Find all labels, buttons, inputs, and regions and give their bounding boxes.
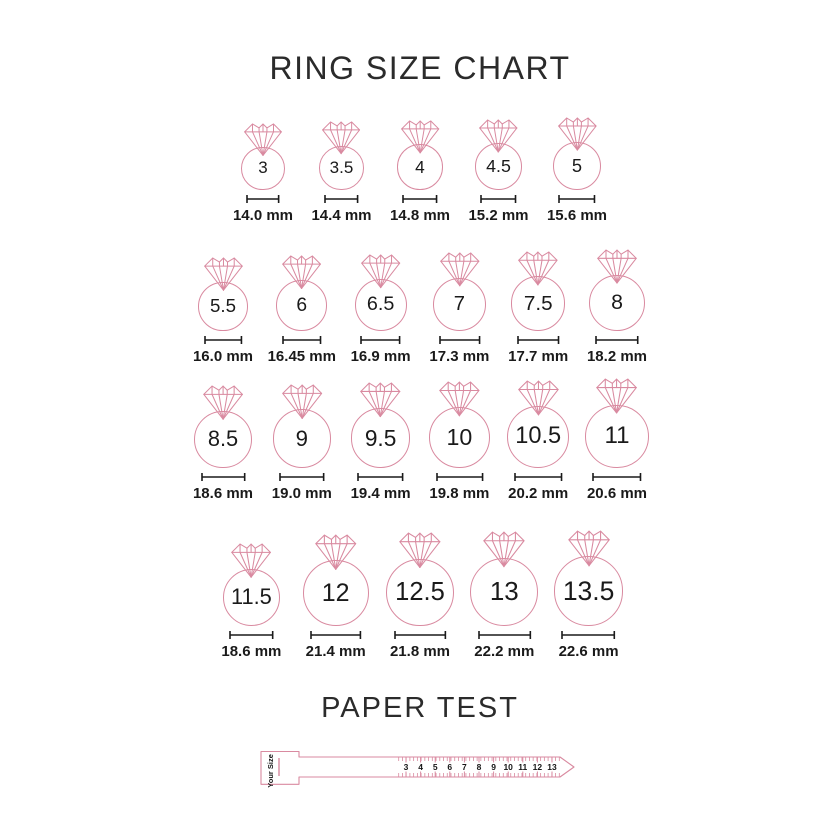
svg-text:3: 3: [404, 762, 409, 772]
svg-text:7: 7: [462, 762, 467, 772]
svg-text:6: 6: [447, 762, 452, 772]
svg-text:5: 5: [433, 762, 438, 772]
svg-text:Your Size: Your Size: [266, 754, 275, 788]
svg-text:9: 9: [491, 762, 496, 772]
svg-text:8: 8: [477, 762, 482, 772]
svg-text:4: 4: [418, 762, 423, 772]
svg-text:11: 11: [518, 762, 527, 772]
svg-text:12: 12: [533, 762, 543, 772]
svg-text:10: 10: [503, 762, 513, 772]
svg-text:13: 13: [547, 762, 557, 772]
